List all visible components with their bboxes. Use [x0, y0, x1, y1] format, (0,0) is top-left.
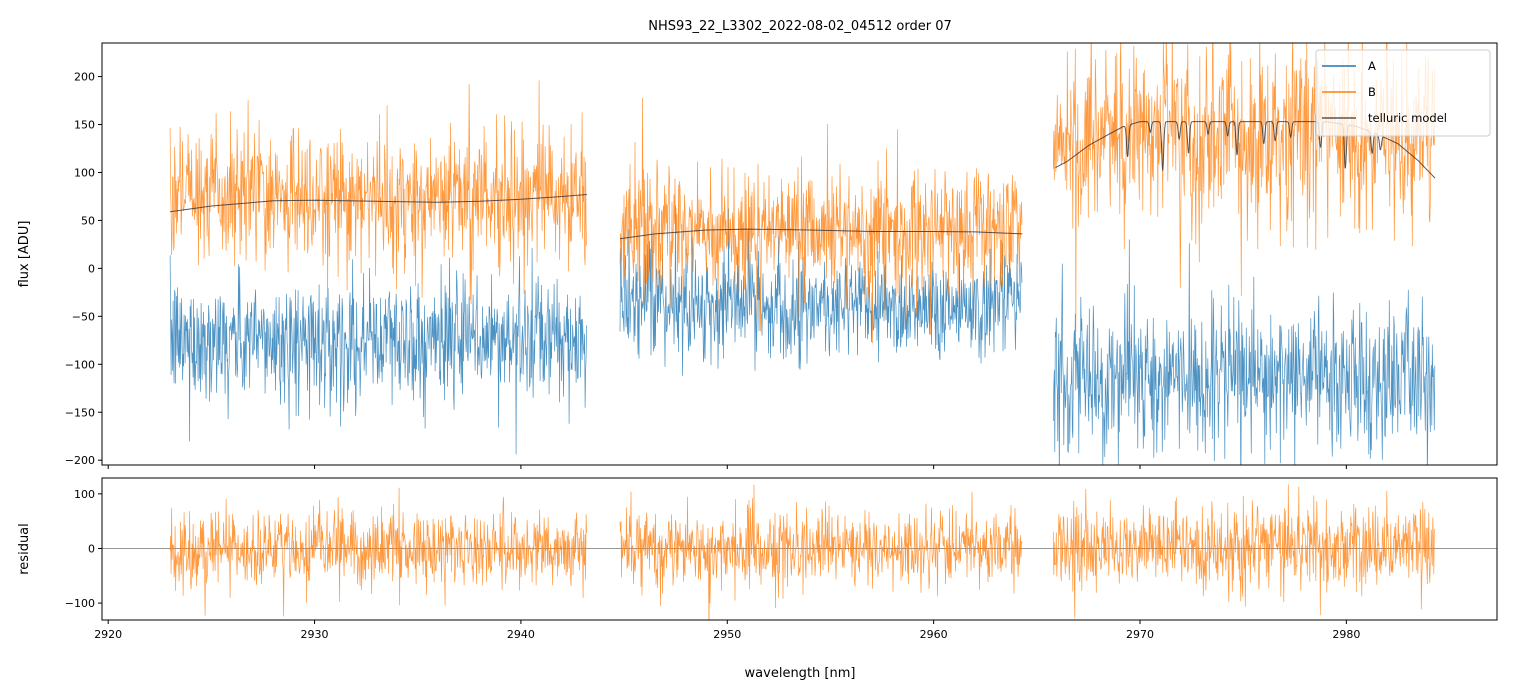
legend-label-a: A — [1368, 59, 1376, 73]
flux-panel-frame — [101, 42, 1498, 466]
y-tick-label: 0 — [88, 262, 95, 275]
y-tick-label: −150 — [65, 406, 95, 419]
legend-label-b: B — [1368, 85, 1376, 99]
series-telluric-model-segment-2 — [619, 228, 1023, 240]
series-telluric-model-segment-1 — [170, 194, 587, 213]
series-residual-segment-2 — [619, 484, 1023, 620]
y-tick-label: 200 — [74, 71, 95, 84]
series-A-segment-2 — [619, 205, 1023, 376]
series-B-segment-1 — [169, 80, 587, 314]
y-tick-label: −200 — [65, 454, 95, 467]
legend: A B telluric model — [1315, 49, 1491, 137]
legend-box — [1315, 49, 1491, 137]
y-tick-label: −100 — [65, 358, 95, 371]
x-tick-label: 2940 — [507, 628, 535, 641]
x-tick-label: 2920 — [94, 628, 122, 641]
series-A-segment-1 — [169, 247, 587, 455]
y-tick-label: 100 — [74, 488, 95, 501]
series-telluric-model-segment-3 — [1055, 121, 1436, 179]
residual-panel-data — [102, 484, 1497, 620]
y-tick-label: −100 — [65, 597, 95, 610]
y-axis-label-flux: flux [ADU] — [17, 221, 32, 288]
y-tick-label: 150 — [74, 119, 95, 132]
x-tick-label: 2930 — [301, 628, 329, 641]
x-axis-label: wavelength [nm] — [745, 666, 856, 681]
legend-label-telluric: telluric model — [1368, 111, 1447, 125]
x-tick-label: 2960 — [920, 628, 948, 641]
y-tick-label: 100 — [74, 166, 95, 179]
series-residual-segment-3 — [1052, 484, 1436, 619]
x-tick-label: 2970 — [1126, 628, 1154, 641]
y-tick-label: 50 — [81, 214, 95, 227]
y-tick-label: −50 — [72, 310, 95, 323]
flux-panel-data — [169, 43, 1436, 465]
residual-panel-frame — [101, 477, 1498, 621]
x-tick-label: 2950 — [713, 628, 741, 641]
x-tick-label: 2980 — [1332, 628, 1360, 641]
axes: −200 −150 −100 −50 0 50 100 150 200 −100 0 100 2920 2… — [65, 71, 1361, 641]
chart-title: NHS93_22_L3302_2022-08-02_04512 order 07 — [648, 19, 952, 34]
y-axis-label-residual: residual — [17, 523, 32, 575]
series-A-segment-3 — [1052, 239, 1436, 465]
y-tick-label: 0 — [88, 542, 95, 555]
series-B-segment-2 — [619, 97, 1023, 344]
series-residual-segment-1 — [169, 487, 587, 617]
